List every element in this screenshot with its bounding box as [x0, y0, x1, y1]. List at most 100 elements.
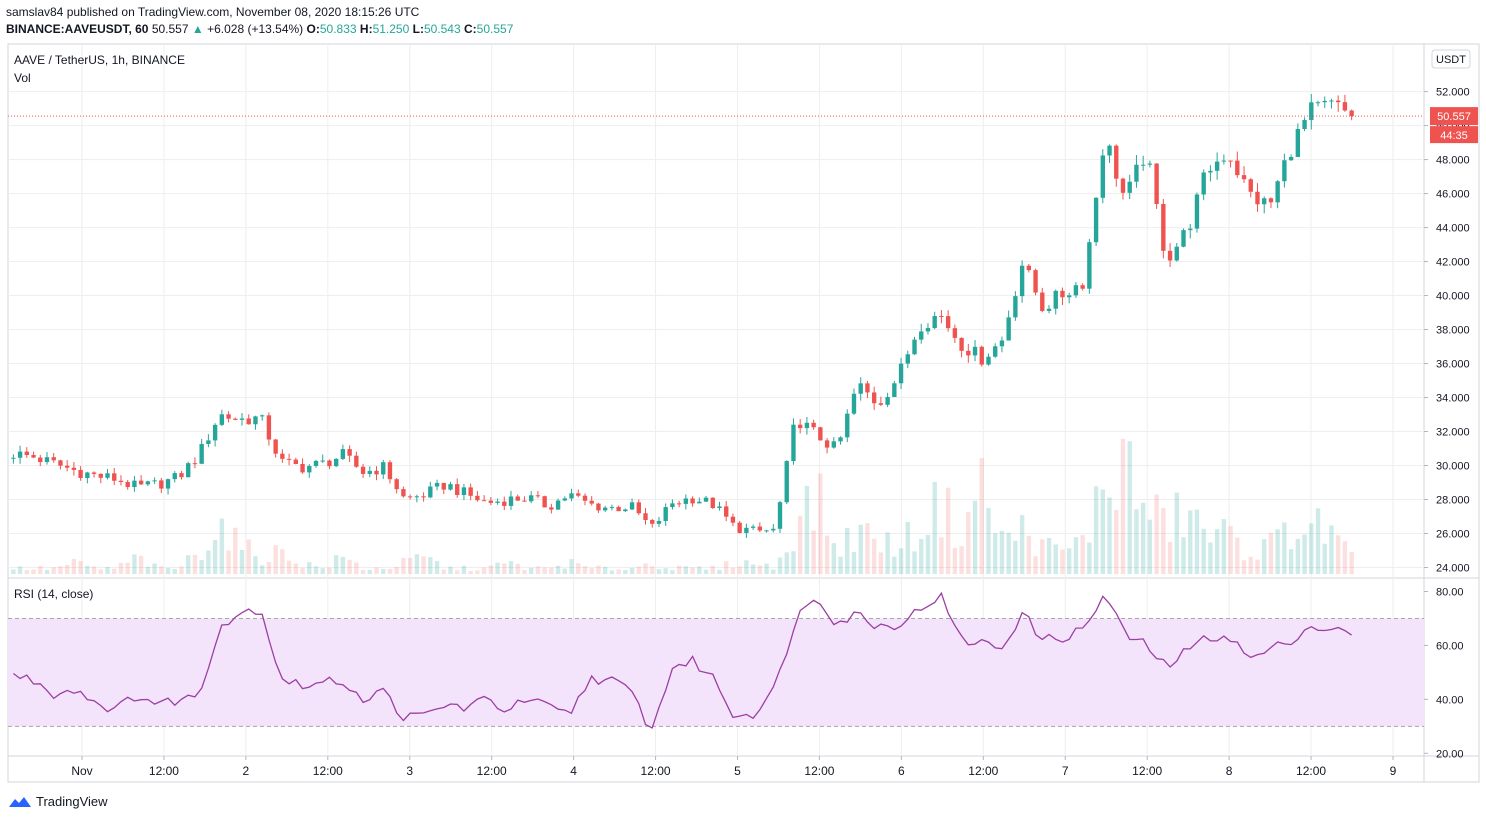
countdown-label: 44:35	[1440, 130, 1468, 142]
volume-bar	[623, 570, 628, 574]
candle	[515, 494, 520, 501]
candle-body	[387, 462, 393, 480]
candle-body	[1309, 102, 1314, 120]
candle-body	[515, 496, 520, 501]
volume-bar	[663, 568, 668, 574]
volume-bar	[1322, 543, 1327, 574]
candle	[192, 457, 198, 469]
candle	[239, 413, 245, 426]
candle	[777, 500, 783, 533]
candle-body	[629, 502, 635, 510]
candle	[145, 480, 151, 487]
volume-bar	[212, 539, 218, 574]
candle-body	[576, 493, 581, 496]
change-arrow-icon: ▲	[191, 22, 204, 36]
candle-body	[313, 460, 319, 466]
volume-bar	[690, 567, 695, 574]
volume-bar	[448, 566, 453, 574]
candle	[764, 529, 769, 533]
candle-body	[38, 457, 43, 463]
volume-bar	[1080, 535, 1085, 574]
candle-body	[676, 503, 682, 505]
candle-body	[293, 459, 298, 465]
candle	[656, 516, 662, 527]
volume-bar	[710, 565, 715, 574]
footer-brand[interactable]: TradingView	[8, 794, 108, 809]
volume-bar	[966, 512, 971, 574]
volume-bar	[132, 554, 137, 574]
time-tick-label: 12:00	[149, 764, 179, 778]
price-tick-label: 36.000	[1436, 359, 1470, 371]
volume-bar	[381, 568, 386, 574]
candle-body	[737, 522, 742, 533]
volume-bar	[64, 565, 70, 574]
candle	[1315, 100, 1321, 107]
volume-bar	[1214, 529, 1220, 574]
candle	[831, 437, 836, 449]
volume-bar	[515, 563, 520, 574]
candle-body	[17, 451, 23, 458]
price-tick-label: 30.000	[1436, 461, 1470, 473]
candle	[286, 453, 292, 466]
volume-bar	[1208, 542, 1213, 574]
chart-frame	[7, 43, 1480, 783]
volume-bar	[165, 567, 171, 574]
candle	[24, 447, 29, 458]
volume-bar	[468, 571, 473, 574]
candle-body	[347, 449, 352, 456]
volume-bar	[286, 560, 292, 574]
candle-body	[360, 466, 366, 474]
volume-bar	[1295, 538, 1301, 574]
candle	[226, 411, 231, 423]
volume-bar	[293, 563, 298, 574]
candle-body	[260, 415, 265, 417]
candle-body	[414, 496, 420, 498]
candle	[495, 498, 500, 505]
volume-bar	[138, 555, 144, 574]
candle	[811, 419, 816, 430]
volume-bar	[542, 567, 547, 574]
candle	[798, 419, 803, 434]
volume-bar	[179, 566, 184, 574]
candle	[307, 464, 312, 478]
candle-body	[78, 469, 83, 479]
candle	[44, 451, 50, 465]
candle	[132, 475, 137, 492]
candle-body	[85, 472, 90, 479]
candle-body	[1248, 179, 1253, 192]
candle	[407, 494, 413, 500]
candle	[555, 498, 561, 510]
volume-bar	[253, 556, 258, 574]
volume-bar	[1288, 549, 1294, 574]
candle-body	[1140, 164, 1146, 166]
candle	[179, 470, 184, 480]
candle-body	[461, 487, 467, 495]
candle-body	[367, 470, 372, 474]
candle	[1208, 165, 1213, 182]
candle	[280, 449, 285, 463]
candle	[1181, 228, 1186, 248]
candle	[1087, 238, 1092, 294]
time-tick-label: 2	[243, 764, 250, 778]
candle	[1093, 197, 1099, 247]
candle-body	[212, 424, 218, 441]
candle	[1073, 282, 1079, 298]
candle-body	[966, 350, 971, 356]
candle-body	[1053, 290, 1058, 309]
candle	[293, 457, 298, 465]
candle	[1033, 268, 1038, 296]
candle-body	[1013, 296, 1018, 318]
volume-bar	[1255, 559, 1260, 574]
trading-chart[interactable]: 24.000 26.000 28.000 30.000 32.000 34.000 36.0…	[0, 0, 1486, 790]
volume-bar	[858, 524, 863, 574]
candle	[562, 496, 567, 502]
candle-body	[939, 316, 944, 318]
last-price-badge-label: 50.557	[1437, 111, 1471, 123]
volume-bar	[562, 568, 567, 574]
price-tick-label: 44.000	[1436, 223, 1470, 235]
candle-body	[999, 340, 1005, 347]
candle-body	[381, 462, 386, 475]
candle-body	[818, 427, 823, 441]
candle	[118, 475, 124, 486]
volume-bar	[1228, 526, 1233, 574]
